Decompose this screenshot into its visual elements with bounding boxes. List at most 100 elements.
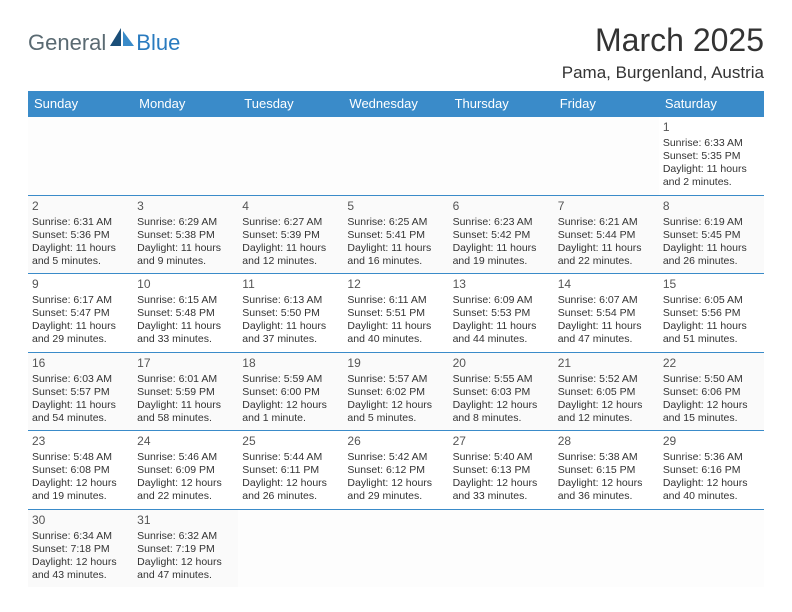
daylight-line: Daylight: 11 hours and 44 minutes.: [453, 320, 550, 346]
location-text: Pama, Burgenland, Austria: [562, 63, 764, 83]
daylight-line: Daylight: 11 hours and 54 minutes.: [32, 399, 129, 425]
weekday-header-row: Sunday Monday Tuesday Wednesday Thursday…: [28, 91, 764, 117]
calendar-cell: [343, 509, 448, 587]
calendar-cell: 19Sunrise: 5:57 AMSunset: 6:02 PMDayligh…: [343, 352, 448, 431]
calendar-cell: 4Sunrise: 6:27 AMSunset: 5:39 PMDaylight…: [238, 195, 343, 274]
sunrise-line: Sunrise: 6:31 AM: [32, 216, 129, 229]
calendar-cell: 23Sunrise: 5:48 AMSunset: 6:08 PMDayligh…: [28, 431, 133, 510]
day-number: 5: [347, 199, 444, 214]
sunset-line: Sunset: 5:38 PM: [137, 229, 234, 242]
sunrise-line: Sunrise: 6:05 AM: [663, 294, 760, 307]
day-number: 31: [137, 513, 234, 528]
day-number: 22: [663, 356, 760, 371]
daylight-line: Daylight: 12 hours and 26 minutes.: [242, 477, 339, 503]
day-number: 17: [137, 356, 234, 371]
day-number: 4: [242, 199, 339, 214]
day-number: 29: [663, 434, 760, 449]
logo-sail-icon: [110, 28, 136, 53]
title-block: March 2025 Pama, Burgenland, Austria: [562, 22, 764, 83]
sunset-line: Sunset: 5:54 PM: [558, 307, 655, 320]
daylight-line: Daylight: 12 hours and 43 minutes.: [32, 556, 129, 582]
day-number: 9: [32, 277, 129, 292]
sunset-line: Sunset: 6:05 PM: [558, 386, 655, 399]
daylight-line: Daylight: 12 hours and 29 minutes.: [347, 477, 444, 503]
sunset-line: Sunset: 5:41 PM: [347, 229, 444, 242]
daylight-line: Daylight: 11 hours and 37 minutes.: [242, 320, 339, 346]
calendar-cell: 5Sunrise: 6:25 AMSunset: 5:41 PMDaylight…: [343, 195, 448, 274]
daylight-line: Daylight: 11 hours and 5 minutes.: [32, 242, 129, 268]
day-number: 7: [558, 199, 655, 214]
sunrise-line: Sunrise: 5:44 AM: [242, 451, 339, 464]
sunset-line: Sunset: 7:18 PM: [32, 543, 129, 556]
sunrise-line: Sunrise: 6:21 AM: [558, 216, 655, 229]
daylight-line: Daylight: 12 hours and 40 minutes.: [663, 477, 760, 503]
calendar-cell: [238, 509, 343, 587]
sunrise-line: Sunrise: 5:57 AM: [347, 373, 444, 386]
sunset-line: Sunset: 6:16 PM: [663, 464, 760, 477]
calendar-cell: 27Sunrise: 5:40 AMSunset: 6:13 PMDayligh…: [449, 431, 554, 510]
daylight-line: Daylight: 11 hours and 12 minutes.: [242, 242, 339, 268]
sunrise-line: Sunrise: 6:13 AM: [242, 294, 339, 307]
day-number: 28: [558, 434, 655, 449]
sunset-line: Sunset: 5:35 PM: [663, 150, 760, 163]
sunset-line: Sunset: 5:50 PM: [242, 307, 339, 320]
calendar-cell: 20Sunrise: 5:55 AMSunset: 6:03 PMDayligh…: [449, 352, 554, 431]
daylight-line: Daylight: 11 hours and 58 minutes.: [137, 399, 234, 425]
sunrise-line: Sunrise: 5:46 AM: [137, 451, 234, 464]
calendar-cell: 16Sunrise: 6:03 AMSunset: 5:57 PMDayligh…: [28, 352, 133, 431]
calendar-cell: 11 Sunrise: 6:13 AMSunset: 5:50 PMDayligh…: [238, 274, 343, 353]
day-number: 26: [347, 434, 444, 449]
sunset-line: Sunset: 6:02 PM: [347, 386, 444, 399]
sunrise-line: Sunrise: 6:23 AM: [453, 216, 550, 229]
sunset-line: Sunset: 6:12 PM: [347, 464, 444, 477]
calendar-cell: 9Sunrise: 6:17 AMSunset: 5:47 PMDaylight…: [28, 274, 133, 353]
sunrise-line: Sunrise: 5:48 AM: [32, 451, 129, 464]
calendar-cell: 6Sunrise: 6:23 AMSunset: 5:42 PMDaylight…: [449, 195, 554, 274]
calendar-cell: 7Sunrise: 6:21 AMSunset: 5:44 PMDaylight…: [554, 195, 659, 274]
sunrise-line: Sunrise: 5:36 AM: [663, 451, 760, 464]
daylight-line: Daylight: 11 hours and 2 minutes.: [663, 163, 760, 189]
calendar-cell: 29 Sunrise: 5:36 AMSunset: 6:16 PMDayligh…: [659, 431, 764, 510]
calendar-cell: 12Sunrise: 6:11 AMSunset: 5:51 PMDayligh…: [343, 274, 448, 353]
day-number: 11: [242, 277, 339, 292]
sunset-line: Sunset: 6:13 PM: [453, 464, 550, 477]
calendar-cell: 13Sunrise: 6:09 AMSunset: 5:53 PMDayligh…: [449, 274, 554, 353]
daylight-line: Daylight: 11 hours and 16 minutes.: [347, 242, 444, 268]
sunset-line: Sunset: 6:11 PM: [242, 464, 339, 477]
day-number: 16: [32, 356, 129, 371]
calendar-row: 2Sunrise: 6:31 AMSunset: 5:36 PMDaylight…: [28, 195, 764, 274]
sunset-line: Sunset: 5:45 PM: [663, 229, 760, 242]
sunset-line: Sunset: 5:42 PM: [453, 229, 550, 242]
day-number: 8: [663, 199, 760, 214]
daylight-line: Daylight: 11 hours and 29 minutes.: [32, 320, 129, 346]
day-number: 24: [137, 434, 234, 449]
sunset-line: Sunset: 5:39 PM: [242, 229, 339, 242]
sunset-line: Sunset: 5:51 PM: [347, 307, 444, 320]
calendar-cell: 24Sunrise: 5:46 AMSunset: 6:09 PMDayligh…: [133, 431, 238, 510]
calendar-page: General Blue March 2025 Pama, Burgenland…: [0, 0, 792, 597]
sunrise-line: Sunrise: 6:33 AM: [663, 137, 760, 150]
daylight-line: Daylight: 12 hours and 19 minutes.: [32, 477, 129, 503]
day-number: 27: [453, 434, 550, 449]
calendar-cell: 1Sunrise: 6:33 AMSunset: 5:35 PMDaylight…: [659, 117, 764, 196]
weekday-header: Wednesday: [343, 91, 448, 117]
sunrise-line: Sunrise: 6:07 AM: [558, 294, 655, 307]
daylight-line: Daylight: 12 hours and 47 minutes.: [137, 556, 234, 582]
day-number: 21: [558, 356, 655, 371]
calendar-cell: [343, 117, 448, 196]
sunrise-line: Sunrise: 6:15 AM: [137, 294, 234, 307]
sunset-line: Sunset: 6:15 PM: [558, 464, 655, 477]
calendar-row: 1Sunrise: 6:33 AMSunset: 5:35 PMDaylight…: [28, 117, 764, 196]
sunset-line: Sunset: 5:53 PM: [453, 307, 550, 320]
calendar-body: 1Sunrise: 6:33 AMSunset: 5:35 PMDaylight…: [28, 117, 764, 588]
daylight-line: Daylight: 12 hours and 33 minutes.: [453, 477, 550, 503]
sunset-line: Sunset: 5:48 PM: [137, 307, 234, 320]
month-title: March 2025: [562, 22, 764, 59]
sunrise-line: Sunrise: 6:32 AM: [137, 530, 234, 543]
day-number: 12: [347, 277, 444, 292]
logo-text-general: General: [28, 30, 106, 56]
daylight-line: Daylight: 11 hours and 33 minutes.: [137, 320, 234, 346]
day-number: 23: [32, 434, 129, 449]
header: General Blue March 2025 Pama, Burgenland…: [28, 22, 764, 83]
sunrise-line: Sunrise: 5:42 AM: [347, 451, 444, 464]
